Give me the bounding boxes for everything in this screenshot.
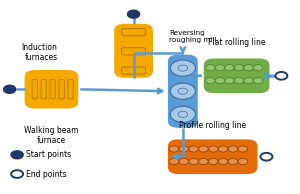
FancyBboxPatch shape	[122, 67, 146, 74]
Circle shape	[244, 65, 253, 71]
Circle shape	[4, 85, 16, 93]
Circle shape	[218, 158, 228, 165]
Circle shape	[238, 158, 248, 165]
Circle shape	[275, 72, 287, 80]
Circle shape	[170, 60, 195, 76]
FancyBboxPatch shape	[25, 70, 78, 109]
Text: Induction
furnaces: Induction furnaces	[22, 43, 57, 62]
FancyBboxPatch shape	[168, 139, 257, 174]
FancyBboxPatch shape	[168, 55, 198, 128]
Text: Reversing
roughing mill: Reversing roughing mill	[169, 30, 217, 43]
Circle shape	[225, 65, 234, 71]
Circle shape	[11, 151, 23, 159]
FancyBboxPatch shape	[41, 80, 46, 99]
FancyBboxPatch shape	[59, 80, 64, 99]
Circle shape	[178, 88, 188, 94]
Circle shape	[169, 158, 179, 165]
Circle shape	[179, 146, 188, 152]
Circle shape	[199, 158, 208, 165]
Circle shape	[169, 146, 179, 152]
Circle shape	[170, 83, 195, 99]
Circle shape	[228, 146, 238, 152]
FancyBboxPatch shape	[204, 58, 269, 93]
Circle shape	[206, 65, 215, 71]
Circle shape	[179, 158, 188, 165]
Circle shape	[238, 146, 248, 152]
Circle shape	[253, 78, 263, 84]
FancyBboxPatch shape	[122, 48, 146, 55]
Circle shape	[208, 146, 218, 152]
Circle shape	[199, 146, 208, 152]
Circle shape	[215, 78, 225, 84]
Circle shape	[253, 65, 263, 71]
FancyBboxPatch shape	[32, 80, 38, 99]
Circle shape	[189, 146, 198, 152]
Circle shape	[206, 78, 215, 84]
FancyBboxPatch shape	[68, 80, 73, 99]
Circle shape	[128, 10, 140, 18]
Text: End points: End points	[26, 170, 67, 178]
Circle shape	[234, 78, 244, 84]
Circle shape	[208, 158, 218, 165]
Text: Profile rolling line: Profile rolling line	[179, 121, 246, 130]
Circle shape	[228, 158, 238, 165]
Circle shape	[178, 111, 188, 117]
Circle shape	[260, 153, 272, 161]
FancyBboxPatch shape	[122, 29, 146, 36]
Text: Flat rolling line: Flat rolling line	[208, 38, 265, 47]
Circle shape	[178, 65, 188, 71]
Circle shape	[234, 65, 244, 71]
FancyBboxPatch shape	[50, 80, 55, 99]
Text: Start points: Start points	[26, 150, 71, 159]
Text: Walking beam
furnace: Walking beam furnace	[24, 126, 79, 145]
Circle shape	[215, 65, 225, 71]
Circle shape	[189, 158, 198, 165]
Circle shape	[170, 106, 195, 122]
Circle shape	[218, 146, 228, 152]
FancyBboxPatch shape	[114, 24, 153, 78]
Circle shape	[225, 78, 234, 84]
Circle shape	[244, 78, 253, 84]
Circle shape	[11, 170, 23, 178]
